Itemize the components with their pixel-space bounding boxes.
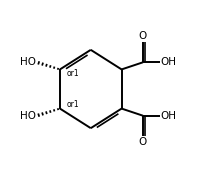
Text: OH: OH	[161, 111, 177, 121]
Text: O: O	[139, 137, 147, 147]
Text: HO: HO	[20, 57, 36, 67]
Text: or1: or1	[66, 69, 79, 78]
Text: HO: HO	[20, 111, 36, 121]
Text: OH: OH	[161, 57, 177, 67]
Text: or1: or1	[66, 100, 79, 109]
Text: O: O	[139, 31, 147, 41]
